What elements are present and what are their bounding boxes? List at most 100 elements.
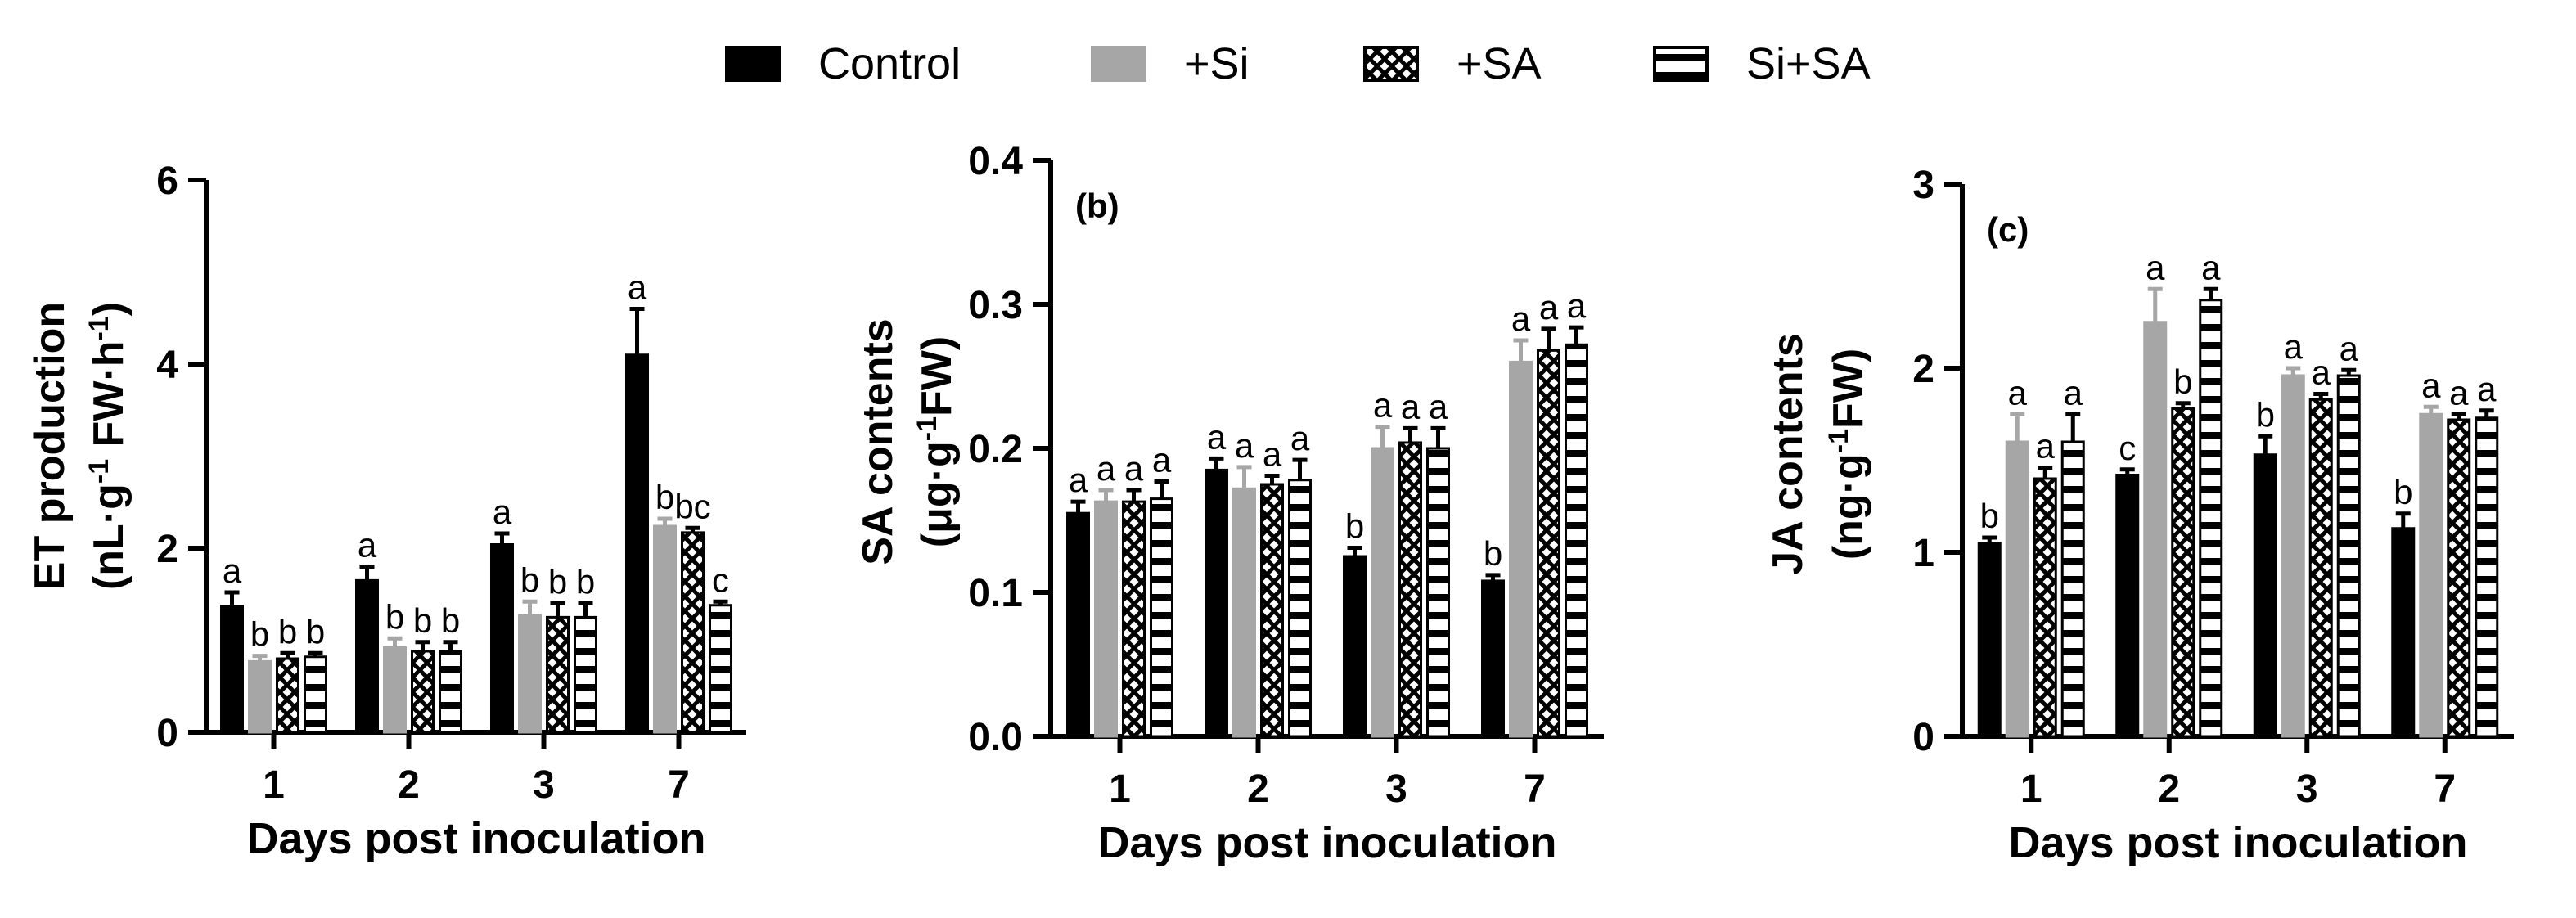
y-tick-label: 0.3 (968, 284, 1023, 327)
bar-sa-day-3 (546, 615, 570, 734)
significance-label: a (1097, 449, 1116, 488)
bar-sa-day-2 (411, 650, 435, 734)
y-axis-title-superscript: -1 (83, 316, 115, 340)
y-axis-title-superscript: -1 (1823, 429, 1854, 453)
bar-si-day-7 (653, 524, 677, 734)
significance-label: b (413, 601, 432, 640)
y-axis-title-line2: (ng·g-1FW) (1823, 349, 1872, 560)
y-axis-title-segment: (nL·g (85, 484, 133, 590)
bar-control-day-3 (2253, 453, 2277, 738)
legend: Control +Si +SA Si+SA (725, 39, 1871, 88)
y-tick-label: 4 (156, 344, 178, 387)
bar-si-day-1 (248, 659, 272, 734)
y-axis-title-segment: FW·h (85, 341, 133, 459)
bar-control-day-3 (1343, 555, 1367, 738)
bar-sisa-day-1 (304, 655, 327, 734)
bar-si-day-1 (1094, 500, 1118, 738)
bar-sisa-day-2 (439, 650, 462, 734)
significance-label: a (1263, 434, 1282, 473)
significance-label: b (520, 560, 539, 599)
significance-label: a (2312, 353, 2331, 392)
bar-sisa-day-3 (2336, 374, 2361, 738)
significance-label: a (2064, 373, 2083, 412)
bar-control-day-1 (220, 605, 244, 734)
significance-label: b (306, 612, 325, 650)
legend-swatch-check (1363, 46, 1419, 82)
bar-control-day-2 (2115, 474, 2140, 738)
significance-label: b (250, 615, 269, 654)
legend-swatch-stripe (1653, 46, 1709, 82)
bar-si-day-7 (2419, 412, 2443, 738)
legend-label-gray: +Si (1184, 39, 1250, 88)
bar-sa-day-2 (2171, 407, 2195, 738)
bar-si-day-7 (1509, 360, 1533, 738)
bar-sa-day-2 (1260, 483, 1284, 738)
significance-label: a (1567, 286, 1587, 325)
significance-label: b (385, 597, 404, 636)
significance-label: a (223, 551, 242, 590)
y-axis-title-line2: (nL·g-1 FW·h-1) (83, 302, 133, 590)
bar-sisa-day-1 (1150, 497, 1173, 738)
y-axis-title-line1: ET production (26, 302, 74, 590)
x-tick-label: 2 (1247, 767, 1269, 811)
bar-control-day-1 (1977, 542, 2002, 738)
y-tick-label: 0.2 (968, 428, 1023, 471)
significance-label: b (1980, 497, 1999, 535)
bar-si-day-3 (1371, 447, 1394, 738)
significance-label: a (1373, 386, 1393, 425)
bar-sisa-day-2 (1288, 479, 1312, 738)
legend-label-check: +SA (1457, 39, 1542, 88)
bar-sisa-day-2 (2199, 299, 2223, 738)
bar-sa-day-1 (2033, 477, 2057, 738)
bar-sa-day-1 (1122, 500, 1146, 738)
bar-control-day-7 (625, 353, 649, 734)
y-tick-label: 0.4 (968, 140, 1023, 183)
x-tick-label: 1 (1109, 767, 1131, 811)
bar-sisa-day-3 (574, 615, 597, 734)
y-axis-title-superscript: -1 (912, 416, 943, 441)
y-tick-label: 0 (1912, 716, 1934, 759)
bar-control-day-7 (1481, 579, 1505, 738)
panel-label: (b) (1075, 187, 1119, 225)
bar-sa-day-7 (2447, 418, 2471, 738)
significance-label: c (712, 560, 729, 599)
x-tick-label: 3 (1385, 767, 1407, 811)
significance-label: a (1429, 387, 1448, 425)
y-tick-label: 3 (1912, 164, 1934, 207)
bar-si-day-3 (518, 614, 542, 734)
bar-si-day-1 (2005, 440, 2029, 738)
bar-control-day-3 (490, 543, 514, 734)
bar-sisa-day-7 (2475, 416, 2499, 738)
y-axis-title-segment: (μg·g (913, 441, 961, 547)
legend-label-stripe: Si+SA (1746, 39, 1871, 88)
significance-label: b (576, 563, 595, 601)
bar-si-day-2 (2143, 321, 2168, 738)
significance-label: a (1069, 461, 1088, 499)
y-tick-label: 0.1 (968, 572, 1023, 615)
significance-label: a (2421, 366, 2441, 404)
significance-label: a (1235, 426, 1254, 465)
x-tick-label: 2 (398, 763, 420, 807)
x-tick-label: 7 (2434, 767, 2456, 811)
y-tick-label: 2 (156, 528, 178, 571)
significance-label: a (1124, 449, 1144, 488)
legend-label-black: Control (818, 39, 961, 88)
bar-sa-day-7 (1537, 349, 1560, 738)
significance-label: b (278, 612, 297, 650)
legend-swatch-gray (1091, 46, 1146, 82)
significance-label: b (1484, 534, 1502, 573)
significance-label: b (548, 563, 567, 601)
bar-si-day-2 (1232, 487, 1256, 738)
bar-sa-day-7 (681, 531, 705, 734)
y-axis-title-segment: ) (85, 302, 133, 316)
significance-label: a (1401, 387, 1421, 425)
significance-label: a (628, 268, 647, 307)
significance-label: bc (674, 487, 710, 525)
x-tick-label: 3 (2296, 767, 2318, 811)
panel-label: (c) (1987, 210, 2029, 249)
x-axis-title: Days post inoculation (2008, 818, 2467, 867)
